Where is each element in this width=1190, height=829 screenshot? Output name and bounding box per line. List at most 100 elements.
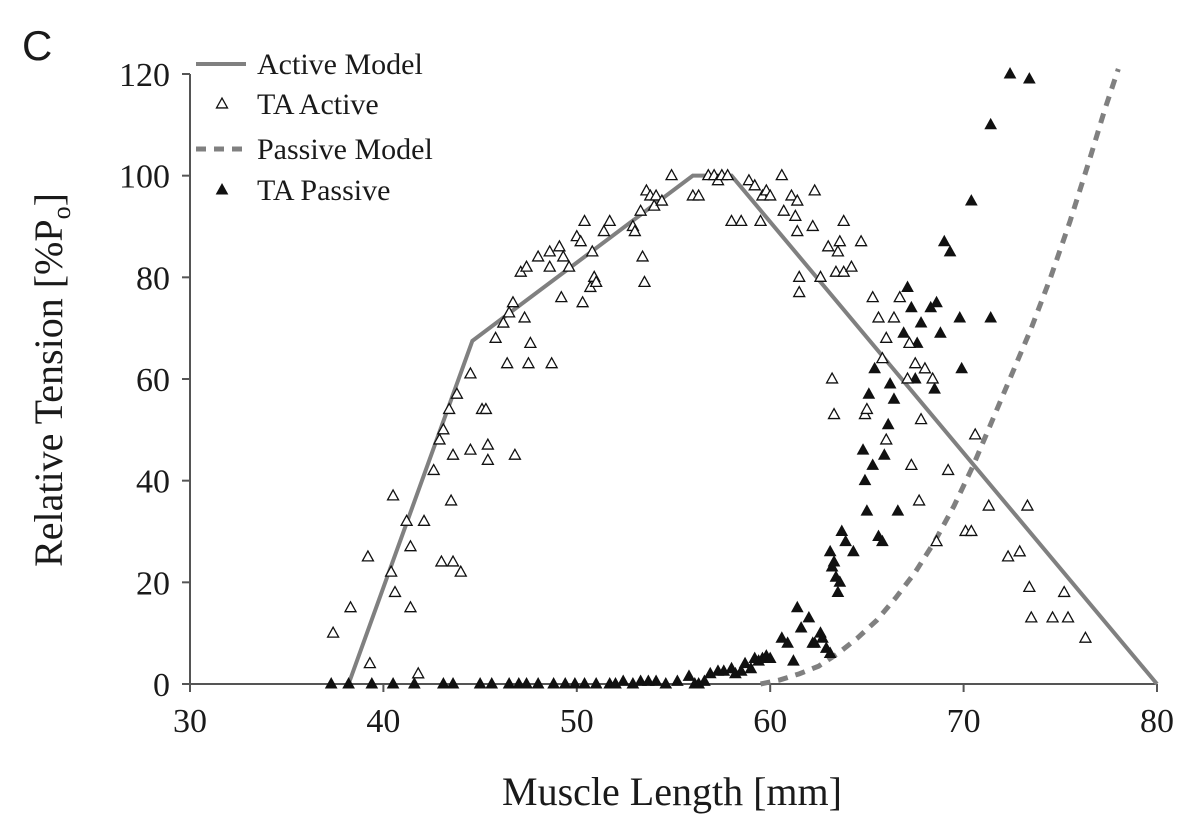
y-tick-label: 20 [136,565,170,602]
ta-passive-point [781,636,794,648]
ta-active-point [637,275,652,288]
x-tick-label: 60 [753,703,787,740]
ta-passive-point [1003,67,1017,79]
x-ticks: 30 40 50 60 70 80 [173,684,1174,740]
legend-open-triangle-marker [215,96,229,109]
ta-passive-point [856,443,870,455]
ta-passive-point [937,234,951,247]
legend: Active Model TA Active Passive Model TA Pas… [196,48,433,207]
ta-active-point [343,600,358,613]
ta-active-point [1024,610,1038,623]
ta-active-point [326,625,340,638]
ta-active-point [664,168,679,181]
ta-active-point [893,290,907,303]
ta-active-point [1001,549,1015,562]
y-axis-label: Relative Tension [%Po] [26,193,76,567]
ta-active-point [692,188,706,201]
ta-active-point [388,585,402,598]
ta-active-point [734,214,748,227]
ta-passive-point [816,631,829,643]
ta-passive-point [905,300,918,313]
ta-passive-point [943,244,957,257]
ta-passive-point [634,674,647,686]
ta-active-point [628,224,642,237]
ta-passive-point [744,661,758,674]
ta-active-point [575,295,590,308]
ta-active-point [721,168,735,181]
ta-active-point [500,356,514,369]
ta-active-point [411,666,425,679]
ta-active-point [964,524,978,537]
ta-passive-point [835,524,849,536]
ta-active-point [634,203,648,216]
ta-passive-point [763,651,777,664]
ta-passive-point [642,674,655,686]
y-axis-label-end: ] [26,193,71,206]
ta-active-point [444,493,458,506]
ta-active-point [403,539,418,552]
legend-label: Passive Model [257,133,433,166]
ta-active-point [790,193,804,206]
ta-active-point [384,564,398,577]
ta-active-point [562,259,576,272]
ta-active-point [577,214,592,227]
ta-passive-point [914,316,928,328]
ta-active-point [523,336,537,349]
ta-active-point [929,534,944,547]
ta-active-point [790,224,804,237]
ta-active-point [521,356,536,369]
ta-active-point [506,295,520,308]
ta-active-point [968,427,982,440]
ta-active-point [763,188,777,201]
ta-active-point [463,366,478,379]
ta-active-point [481,437,495,450]
legend-filled-triangle-marker [215,183,229,195]
ta-passive-point [386,677,400,689]
ta-active-point [788,209,802,221]
y-tick-label: 120 [119,57,170,94]
ta-active-point [585,244,599,257]
ta-passive-point [887,392,901,404]
y-tick-label: 80 [136,260,170,297]
ta-active-point [908,356,922,369]
ta-passive-point [868,361,881,374]
ta-passive-point [897,326,910,338]
ta-active-point [918,361,932,374]
ta-active-point [854,234,868,247]
ta-active-point [900,371,915,384]
x-tick-label: 30 [173,703,207,740]
ta-passive-point [682,669,696,681]
ta-active-point [446,447,460,460]
ta-active-point [777,203,791,216]
ta-active-point [914,412,928,425]
ta-active-point [941,463,955,476]
ta-passive-point [934,326,947,338]
ta-passive-point [794,621,808,633]
ta-active-point [655,193,669,206]
ta-active-point [543,259,557,272]
ta-active-point [403,600,418,613]
ta-passive-point [953,311,967,323]
ta-passive-point [823,544,837,557]
ta-active-point [1057,585,1071,598]
ta-active-point [400,514,414,526]
ta-active-point [552,239,566,252]
ta-active-point [508,447,522,460]
ta-active-point [775,168,789,181]
ta-passive-point [901,280,914,292]
ta-active-point [434,554,449,567]
ta-active-point [887,310,901,323]
ta-active-point [635,249,650,262]
ta-active-point [450,386,464,399]
ta-active-point [825,371,839,384]
ta-active-point [724,214,739,227]
ta-passive-point [578,677,591,689]
ta-passive-point [520,677,533,689]
ta-passive-point [659,677,673,689]
ta-passive-point [437,677,450,689]
ta-active-point [517,310,532,323]
ta-active-point [488,331,503,343]
ta-passive-point [787,654,800,666]
ta-active-point [879,331,893,343]
